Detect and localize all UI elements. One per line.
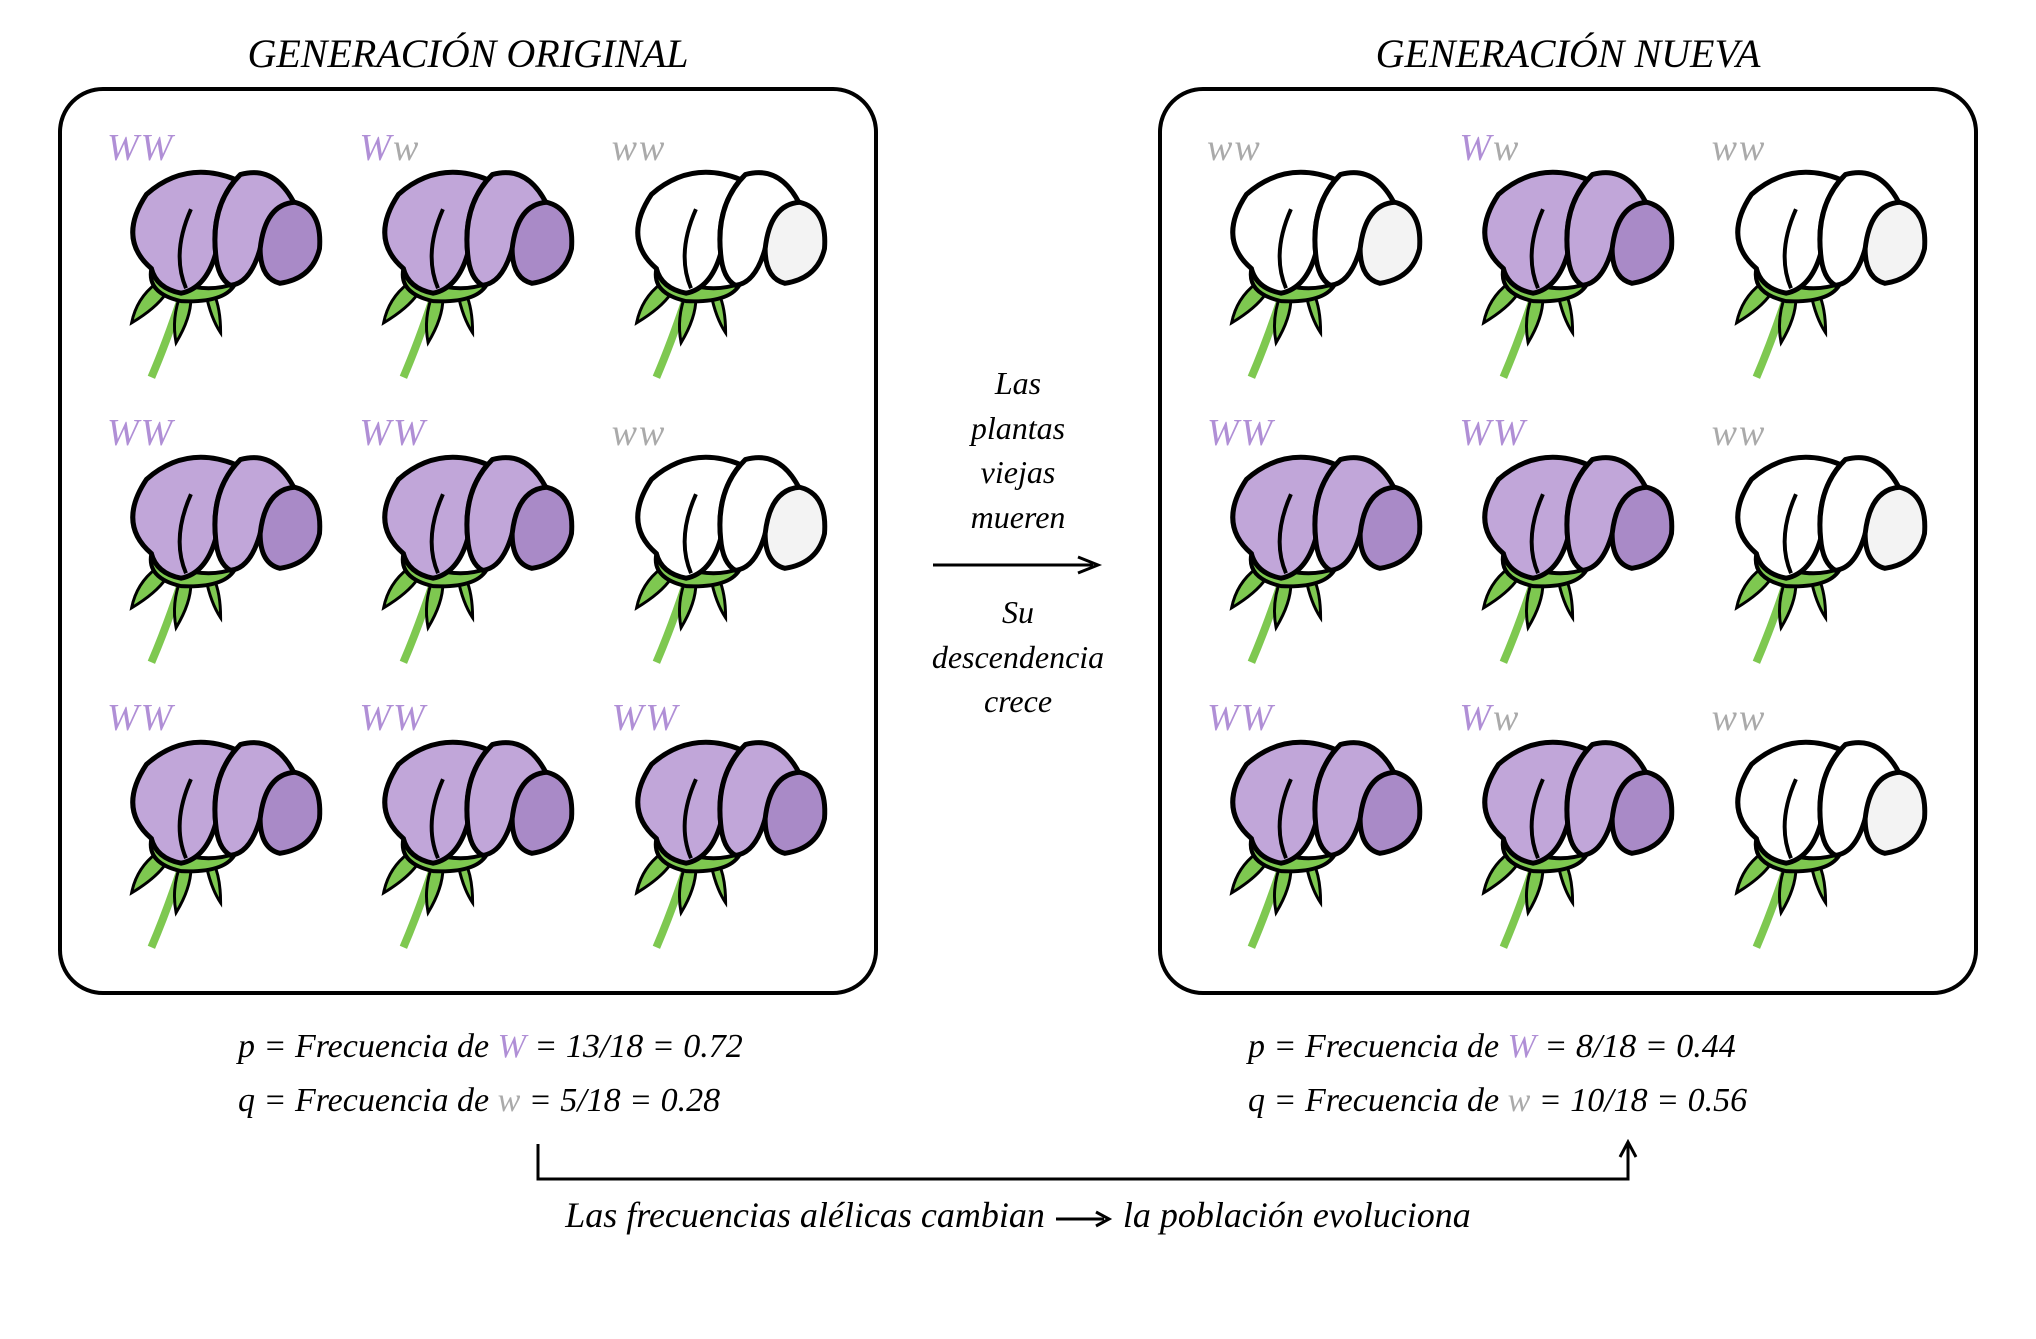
flower-cell: WW: [602, 696, 839, 956]
genotype-label: WW: [612, 696, 679, 740]
genotype-label: WW: [359, 411, 426, 455]
right-flower-grid: ww Ww ww: [1197, 126, 1939, 956]
p-allele: W: [1508, 1028, 1536, 1065]
right-panel-title: GENERACIÓN NUEVA: [1376, 30, 1761, 77]
p-value: = 8/18 = 0.44: [1536, 1028, 1736, 1065]
flower-cell: WW: [97, 126, 334, 386]
left-flower-grid: WW Ww ww: [97, 126, 839, 956]
flower-icon: [349, 721, 586, 956]
q-value: = 10/18 = 0.56: [1530, 1082, 1747, 1119]
genotype-label: WW: [107, 126, 174, 170]
flower-icon: [602, 721, 839, 956]
flower-icon: [1449, 721, 1686, 956]
flower-cell: WW: [1197, 411, 1434, 671]
bottom-text: Las frecuencias alélicas cambian la pobl…: [68, 1194, 1968, 1236]
middle-text-top: Lasplantasviejasmueren: [971, 361, 1066, 540]
left-p-line: p = Frecuencia de W = 13/18 = 0.72: [238, 1020, 888, 1074]
implies-arrow-icon: [1054, 1210, 1114, 1228]
genotype-label: ww: [612, 126, 667, 170]
flower-cell: WW: [1449, 411, 1686, 671]
q-allele: w: [498, 1082, 521, 1119]
frequencies-row: p = Frecuencia de W = 13/18 = 0.72 q = F…: [68, 1020, 1968, 1129]
p-value: = 13/18 = 0.72: [526, 1028, 743, 1065]
left-panel: WW Ww ww: [58, 87, 878, 995]
genotype-label: ww: [1712, 696, 1767, 740]
flower-icon: [602, 151, 839, 386]
flower-cell: ww: [602, 126, 839, 386]
bottom-annotation: Las frecuencias alélicas cambian la pobl…: [68, 1139, 1968, 1249]
flower-cell: WW: [1197, 696, 1434, 956]
genotype-label: Ww: [359, 126, 420, 170]
genotype-label: WW: [1207, 696, 1274, 740]
genotype-label: WW: [107, 696, 174, 740]
flower-icon: [1449, 151, 1686, 386]
flower-cell: WW: [97, 696, 334, 956]
flower-cell: ww: [602, 411, 839, 671]
panels-row: GENERACIÓN ORIGINAL WW Ww: [58, 30, 1978, 995]
flower-cell: WW: [349, 696, 586, 956]
flower-icon: [1702, 436, 1939, 671]
p-label: p = Frecuencia de: [238, 1028, 498, 1065]
left-q-line: q = Frecuencia de w = 5/18 = 0.28: [238, 1074, 888, 1128]
flower-cell: Ww: [1449, 126, 1686, 386]
flower-cell: ww: [1702, 126, 1939, 386]
right-panel: ww Ww ww: [1158, 87, 1978, 995]
right-p-line: p = Frecuencia de W = 8/18 = 0.44: [1248, 1020, 1968, 1074]
genotype-label: WW: [359, 696, 426, 740]
diagram-root: GENERACIÓN ORIGINAL WW Ww: [30, 30, 2006, 1249]
p-label: p = Frecuencia de: [1248, 1028, 1508, 1065]
flower-icon: [1197, 151, 1434, 386]
q-label: q = Frecuencia de: [238, 1082, 498, 1119]
flower-icon: [1197, 721, 1434, 956]
left-frequencies: p = Frecuencia de W = 13/18 = 0.72 q = F…: [68, 1020, 888, 1129]
p-allele: W: [498, 1028, 526, 1065]
flower-icon: [1702, 721, 1939, 956]
flower-icon: [97, 721, 334, 956]
genotype-label: ww: [1207, 126, 1262, 170]
genotype-label: ww: [612, 411, 667, 455]
right-q-line: q = Frecuencia de w = 10/18 = 0.56: [1248, 1074, 1968, 1128]
flower-icon: [349, 151, 586, 386]
genotype-label: Ww: [1459, 696, 1520, 740]
transition-arrow-icon: [928, 555, 1108, 575]
left-panel-wrap: GENERACIÓN ORIGINAL WW Ww: [58, 30, 878, 995]
middle-text-bottom: Sudescendenciacrece: [932, 590, 1104, 724]
flower-cell: Ww: [349, 126, 586, 386]
left-panel-title: GENERACIÓN ORIGINAL: [247, 30, 688, 77]
bottom-text-a: Las frecuencias alélicas cambian: [565, 1195, 1054, 1235]
genotype-label: ww: [1712, 411, 1767, 455]
genotype-label: WW: [1459, 411, 1526, 455]
flower-cell: ww: [1702, 696, 1939, 956]
genotype-label: WW: [1207, 411, 1274, 455]
right-panel-wrap: GENERACIÓN NUEVA ww Ww: [1158, 30, 1978, 995]
flower-cell: WW: [97, 411, 334, 671]
genotype-label: ww: [1712, 126, 1767, 170]
flower-cell: ww: [1702, 411, 1939, 671]
flower-icon: [349, 436, 586, 671]
q-label: q = Frecuencia de: [1248, 1082, 1508, 1119]
genotype-label: WW: [107, 411, 174, 455]
flower-icon: [1449, 436, 1686, 671]
flower-icon: [602, 436, 839, 671]
q-value: = 5/18 = 0.28: [520, 1082, 720, 1119]
bottom-text-b: la población evoluciona: [1123, 1195, 1471, 1235]
flower-cell: Ww: [1449, 696, 1686, 956]
flower-icon: [1197, 436, 1434, 671]
flower-cell: ww: [1197, 126, 1434, 386]
genotype-label: Ww: [1459, 126, 1520, 170]
middle-column: Lasplantasviejasmueren Sudescendenciacre…: [908, 361, 1128, 725]
flower-icon: [97, 436, 334, 671]
flower-icon: [97, 151, 334, 386]
q-allele: w: [1508, 1082, 1531, 1119]
flower-icon: [1702, 151, 1939, 386]
right-frequencies: p = Frecuencia de W = 8/18 = 0.44 q = Fr…: [1148, 1020, 1968, 1129]
flower-cell: WW: [349, 411, 586, 671]
